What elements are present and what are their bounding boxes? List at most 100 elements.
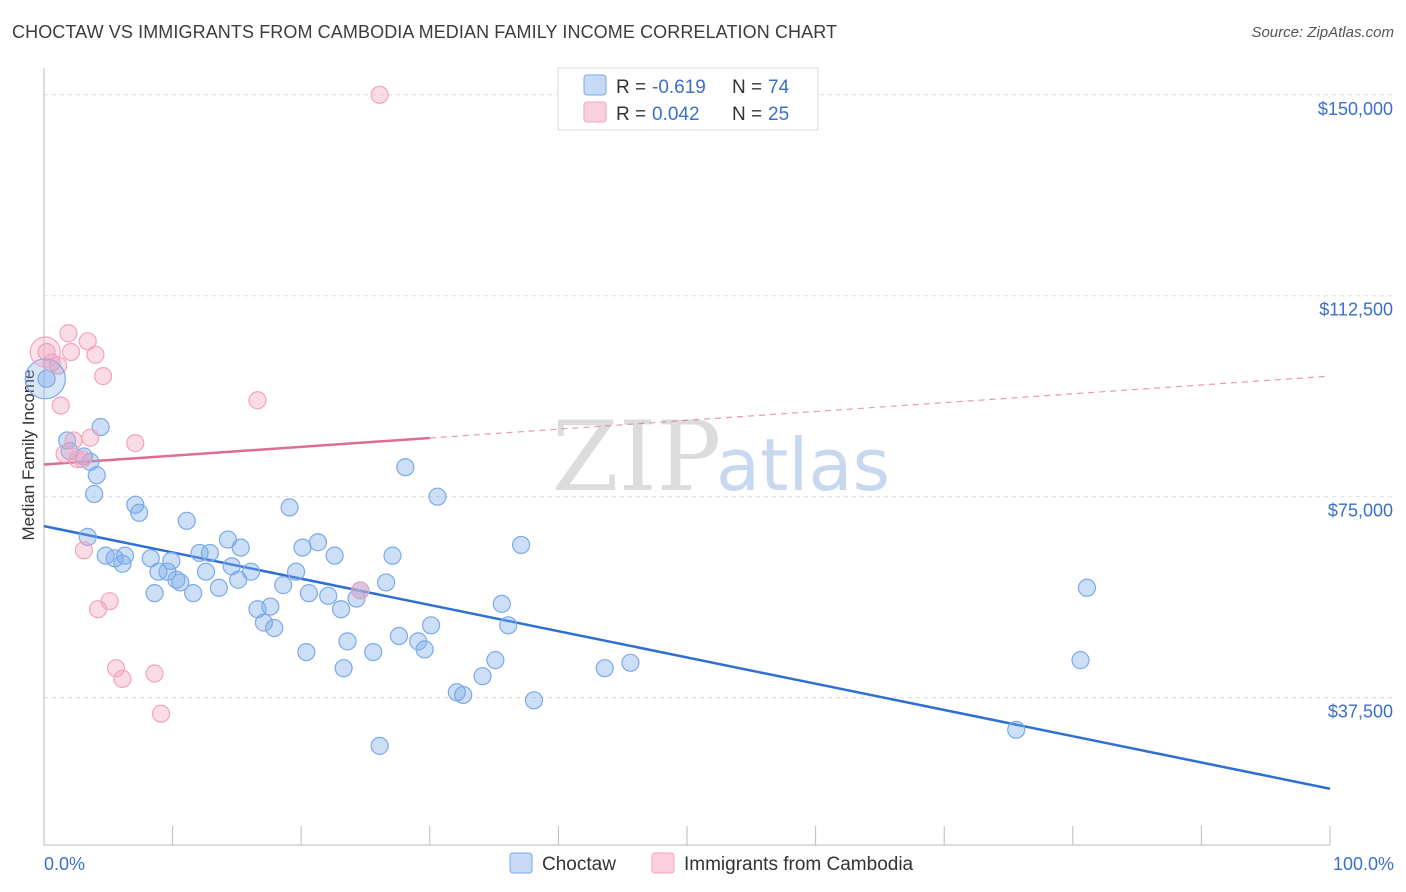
- point-choctaw: [231, 538, 250, 557]
- point-choctaw: [130, 503, 149, 522]
- point-choctaw: [286, 562, 306, 581]
- point-choctaw: [297, 642, 316, 662]
- point-cambodia: [145, 664, 164, 683]
- point-cambodia: [51, 396, 70, 415]
- point-choctaw: [209, 578, 228, 597]
- point-choctaw: [87, 466, 106, 485]
- y-tick-label: $75,000: [1328, 501, 1393, 521]
- point-cambodia-large: [29, 336, 61, 368]
- point-choctaw: [383, 546, 402, 565]
- point-choctaw: [196, 562, 216, 581]
- y-tick-label: $112,500: [1319, 300, 1393, 320]
- point-cambodia: [370, 85, 389, 104]
- point-choctaw: [486, 651, 505, 670]
- point-cambodia: [73, 450, 92, 469]
- point-choctaw-large: [24, 358, 66, 400]
- point-choctaw: [319, 586, 338, 605]
- series-legend-label-choctaw: Choctaw: [542, 854, 616, 875]
- point-cambodia: [64, 431, 83, 450]
- y-tick-label: $150,000: [1318, 99, 1393, 119]
- point-cambodia: [86, 345, 105, 364]
- point-choctaw: [454, 685, 473, 705]
- point-cambodia: [351, 581, 370, 600]
- point-cambodia: [74, 541, 93, 560]
- point-cambodia: [248, 391, 267, 410]
- point-choctaw: [428, 487, 447, 506]
- point-choctaw: [1071, 651, 1090, 670]
- series-legend-label-cambodia: Immigrants from Cambodia: [684, 854, 914, 875]
- data-points: [24, 85, 1097, 755]
- series-legend: Choctaw Immigrants from Cambodia: [509, 852, 914, 875]
- point-choctaw: [299, 584, 319, 603]
- point-choctaw: [1007, 720, 1026, 739]
- point-choctaw: [293, 538, 312, 557]
- point-choctaw: [37, 369, 56, 388]
- point-cambodia: [81, 428, 100, 447]
- series-legend-swatch-choctaw: [509, 852, 533, 874]
- y-axis-ticks: $37,500 $75,000 $112,500 $150,000: [1318, 99, 1393, 722]
- legend-n-label-2: N =: [732, 104, 762, 125]
- point-choctaw: [595, 659, 614, 678]
- point-choctaw: [415, 640, 434, 659]
- axes: [43, 68, 1331, 846]
- point-choctaw: [162, 551, 181, 571]
- point-cambodia: [61, 342, 81, 362]
- point-choctaw: [141, 549, 160, 568]
- point-choctaw: [512, 535, 531, 555]
- point-choctaw: [338, 632, 357, 651]
- x-tick-label: 100.0%: [1333, 854, 1394, 874]
- legend-r-label-2: R =: [616, 104, 646, 125]
- legend-n-value-2: 25: [768, 104, 789, 125]
- legend-r-value-2: 0.042: [652, 104, 700, 125]
- y-axis-label: Median Family Income: [19, 369, 38, 540]
- legend-r-value-1: -0.619: [652, 77, 706, 98]
- point-choctaw: [229, 570, 248, 589]
- point-cambodia: [37, 342, 56, 362]
- x-axis-ticks: 0.0% 100.0%: [44, 854, 1394, 874]
- point-cambodia: [113, 669, 132, 688]
- point-choctaw: [274, 576, 293, 595]
- point-choctaw: [200, 543, 219, 563]
- watermark-zip: ZIP: [552, 401, 721, 513]
- point-choctaw: [241, 562, 261, 581]
- point-choctaw: [364, 642, 383, 662]
- legend-swatch-cambodia: [583, 101, 607, 123]
- source-credit: Source: ZipAtlas.com: [1251, 24, 1394, 41]
- point-choctaw: [1077, 578, 1097, 597]
- watermark-atlas: atlas: [716, 423, 890, 507]
- point-choctaw: [499, 616, 518, 635]
- point-choctaw: [184, 584, 203, 603]
- point-choctaw: [473, 667, 492, 686]
- point-choctaw: [58, 431, 77, 450]
- legend-n-label-1: N =: [732, 77, 762, 98]
- y-tick-label: $37,500: [1328, 702, 1393, 722]
- point-cambodia: [94, 367, 113, 386]
- point-cambodia: [126, 434, 145, 453]
- point-cambodia: [106, 659, 126, 678]
- series-legend-swatch-cambodia: [651, 852, 675, 874]
- point-choctaw: [492, 594, 511, 613]
- point-choctaw: [376, 573, 396, 592]
- legend-n-value-1: 74: [768, 77, 790, 98]
- point-choctaw: [280, 498, 299, 517]
- watermark: ZIP atlas: [552, 401, 890, 513]
- point-choctaw: [325, 546, 344, 565]
- point-choctaw: [308, 533, 328, 552]
- point-cambodia: [68, 450, 87, 469]
- point-choctaw: [254, 613, 274, 632]
- point-choctaw: [190, 543, 209, 563]
- point-choctaw: [145, 584, 164, 603]
- point-choctaw: [331, 600, 351, 619]
- point-choctaw: [177, 511, 196, 530]
- point-choctaw: [78, 527, 97, 546]
- x-tick-label: 0.0%: [44, 854, 85, 874]
- trend-line-cambodia: [43, 436, 430, 466]
- trend-line-cambodia-extension: [429, 375, 1331, 439]
- point-choctaw: [396, 458, 415, 477]
- point-choctaw: [389, 626, 409, 646]
- chart-title: CHOCTAW VS IMMIGRANTS FROM CAMBODIA MEDI…: [12, 22, 838, 42]
- legend-swatch-choctaw: [583, 74, 607, 96]
- point-cambodia: [78, 332, 97, 351]
- point-cambodia: [100, 592, 119, 611]
